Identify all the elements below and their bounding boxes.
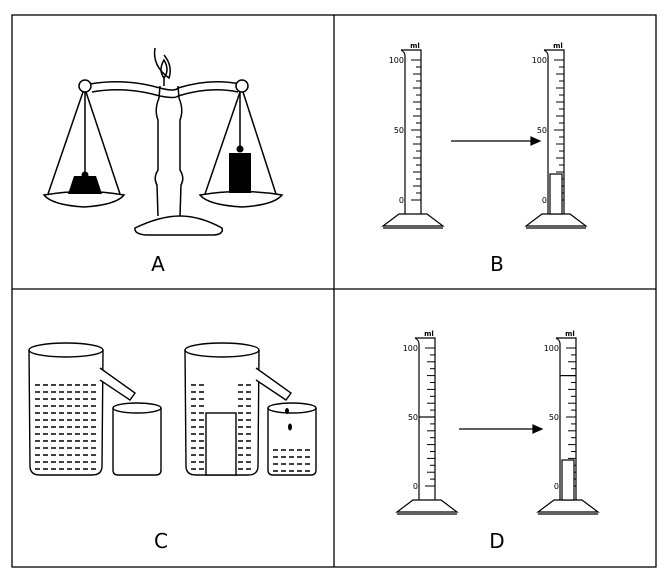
weight-object [68, 176, 102, 194]
cylinder-tick-label: 50 [549, 413, 559, 422]
panel-a: A [42, 47, 284, 276]
cylinder-unit-label: ml [410, 42, 420, 50]
water-lines-left [35, 384, 98, 470]
panel-label-b: B [490, 252, 504, 276]
cylinder-b-left: 100 50 0 ml [381, 42, 445, 229]
panel-b: 100 50 0 ml 100 50 0 ml B [381, 42, 588, 276]
weight-knob [81, 171, 89, 179]
cylinder-tick-label: 50 [408, 413, 418, 422]
balance-scale [42, 47, 284, 236]
cylinder-d-left: 100 50 0 ml [395, 330, 459, 515]
cylinder-tick-label: 0 [542, 196, 547, 205]
cylinder-tick-label: 50 [537, 126, 547, 135]
cylinder-tick-label: 0 [413, 482, 418, 491]
panel-label-c: C [154, 529, 168, 553]
submerged-block [561, 459, 575, 501]
cylinder-tick-label: 100 [532, 56, 547, 65]
panel-label-d: D [489, 529, 504, 553]
panel-c: C [28, 342, 317, 553]
cylinder-b-right: 100 50 0 ml [524, 42, 588, 229]
water-drop [288, 423, 292, 431]
water-drop [285, 408, 289, 414]
arrow-d [459, 424, 544, 434]
cylinder-tick-label: 50 [394, 126, 404, 135]
arrow-b [451, 136, 542, 146]
collected-water-lines [273, 449, 312, 472]
panel-label-a: A [151, 252, 165, 276]
overflow-beaker-empty [28, 342, 136, 476]
panel-grid [11, 14, 657, 568]
cylinder-tick-label: 100 [544, 344, 559, 353]
cylinder-tick-label: 0 [554, 482, 559, 491]
sample-hook [236, 145, 244, 153]
catch-beaker-filled [267, 402, 317, 476]
submerged-block [549, 173, 563, 215]
panel-d: 100 50 0 ml 100 50 0 ml D [395, 330, 600, 553]
cylinder-tick-label: 100 [403, 344, 418, 353]
cylinder-d-right: 100 50 0 ml [536, 330, 600, 515]
catch-beaker-empty [112, 402, 162, 476]
cylinder-unit-label: ml [565, 330, 575, 338]
overflow-beaker-with-block [184, 342, 292, 476]
cylinder-unit-label: ml [424, 330, 434, 338]
cylinder-tick-label: 100 [389, 56, 404, 65]
sample-block [229, 153, 251, 193]
cylinder-tick-label: 0 [399, 196, 404, 205]
cylinder-unit-label: ml [553, 42, 563, 50]
water-lines-right [191, 384, 254, 470]
immersed-block [205, 412, 237, 476]
